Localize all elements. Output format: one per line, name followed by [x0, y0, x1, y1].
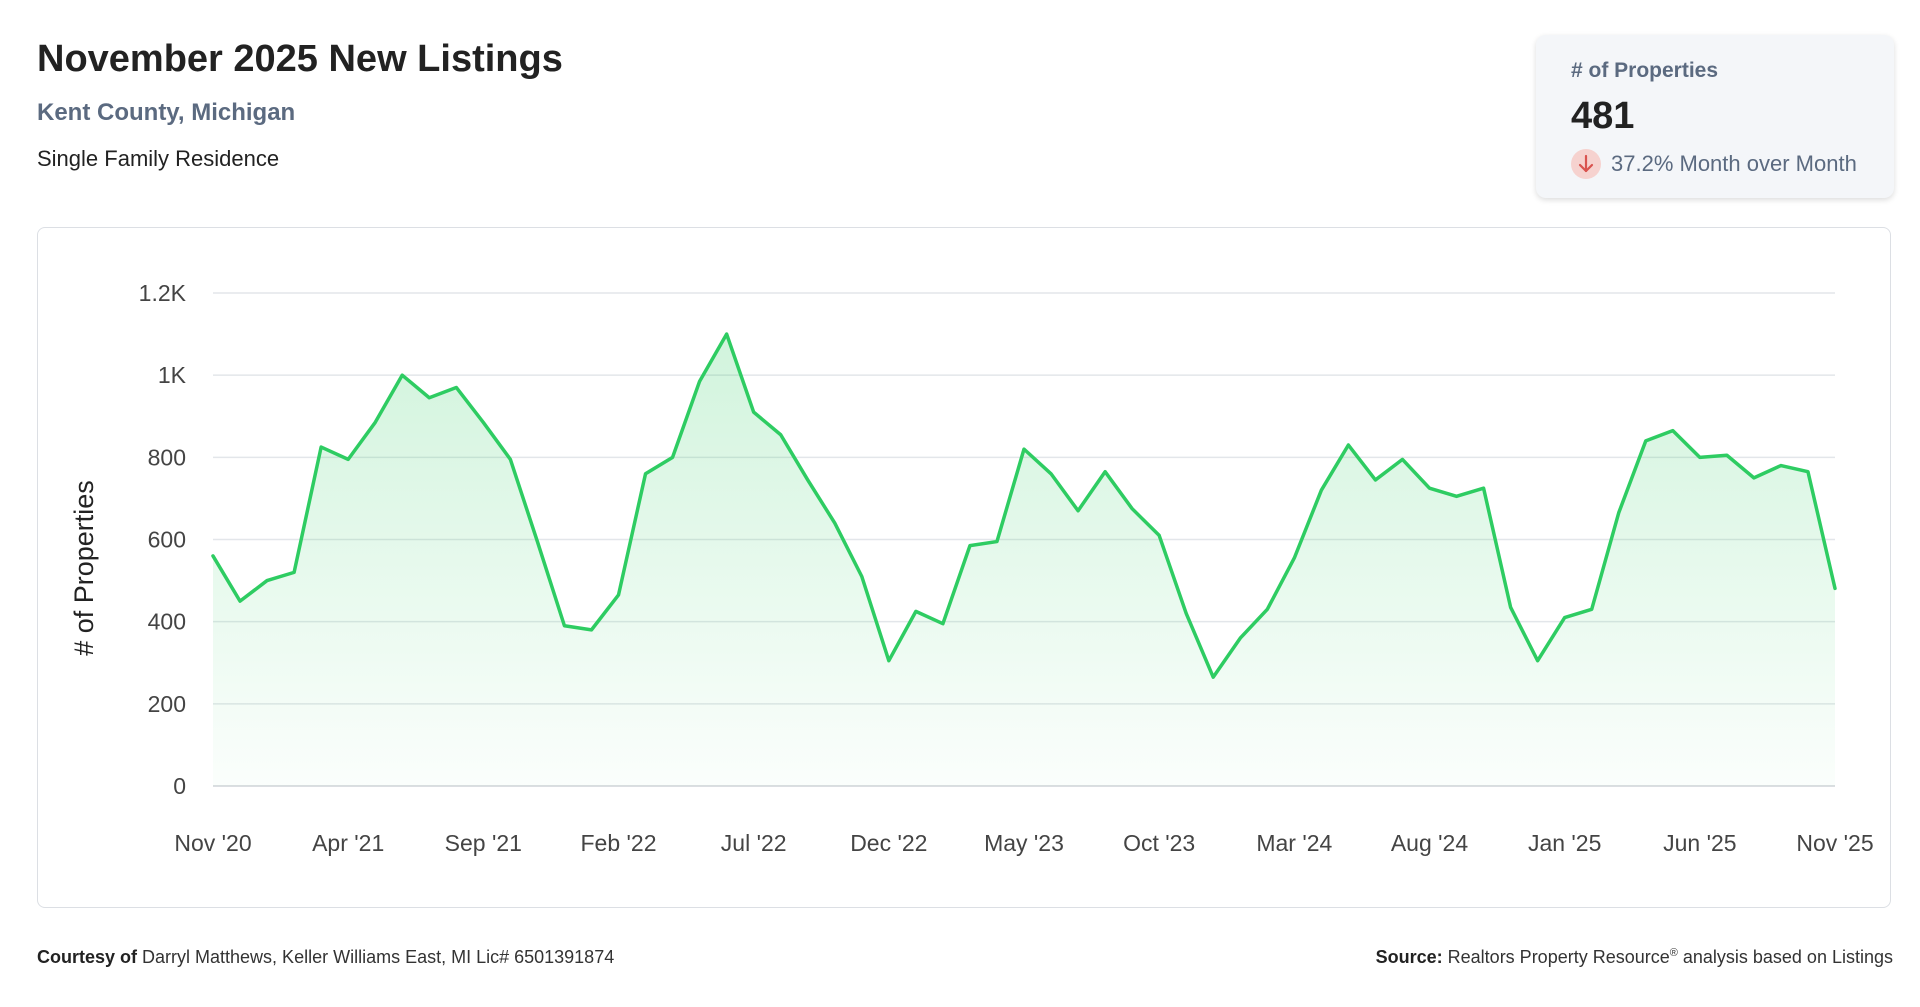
series-area [213, 334, 1835, 786]
x-tick-label: Dec '22 [850, 830, 927, 856]
courtesy-label: Courtesy of [37, 947, 138, 967]
stat-label: # of Properties [1571, 59, 1719, 82]
area-chart: 0 200 400 600 800 1K 1.2K Nov '20 Apr '21 Sep '2… [69, 280, 1874, 856]
stat-value: 481 [1571, 95, 1635, 137]
page-title: November 2025 New Listings [37, 38, 563, 80]
x-tick-label: Apr '21 [312, 830, 384, 856]
y-axis-ticks: 0 200 400 600 800 1K 1.2K [139, 280, 187, 799]
region-subtitle: Kent County, Michigan [37, 99, 296, 126]
stat-change: 37.2% Month over Month [1571, 148, 1857, 180]
y-tick-label: 600 [148, 527, 186, 553]
source-suffix: analysis based on Listings [1677, 947, 1893, 967]
y-tick-label: 1.2K [139, 280, 187, 306]
y-tick-label: 1K [158, 362, 187, 388]
y-tick-label: 0 [173, 773, 186, 799]
source-label: Source: [1375, 947, 1443, 967]
change-text: 37.2% Month over Month [1611, 151, 1857, 176]
x-tick-label: May '23 [984, 830, 1064, 856]
y-tick-label: 800 [148, 444, 186, 470]
y-tick-label: 400 [148, 609, 186, 635]
x-axis-ticks: Nov '20 Apr '21 Sep '21 Feb '22 Jul '22 Dec '… [174, 830, 1873, 856]
y-axis-title: # of Properties [69, 480, 99, 656]
arrow-down-icon [1571, 149, 1601, 179]
x-tick-label: Feb '22 [581, 830, 657, 856]
source-text: Realtors Property Resource [1447, 947, 1670, 967]
property-type-label: Single Family Residence [37, 146, 280, 171]
x-tick-label: Mar '24 [1256, 830, 1332, 856]
footer-courtesy: Courtesy of Darryl Matthews, Keller Will… [37, 947, 614, 968]
series-line [211, 332, 1837, 679]
registered-mark: ® [1669, 947, 1678, 959]
x-tick-label: Sep '21 [445, 830, 522, 856]
y-tick-label: 200 [148, 691, 186, 717]
x-tick-label: Nov '25 [1796, 830, 1873, 856]
chart-panel: 0 200 400 600 800 1K 1.2K Nov '20 Apr '21 Sep '2… [37, 227, 1891, 908]
courtesy-text: Darryl Matthews, Keller Williams East, M… [142, 947, 615, 967]
x-tick-label: Jun '25 [1663, 830, 1736, 856]
x-tick-label: Nov '20 [174, 830, 251, 856]
x-tick-label: Jan '25 [1528, 830, 1601, 856]
footer-source: Source: Realtors Property Resource® anal… [1376, 947, 1893, 968]
x-tick-label: Jul '22 [721, 830, 787, 856]
x-tick-label: Oct '23 [1123, 830, 1195, 856]
x-tick-label: Aug '24 [1391, 830, 1468, 856]
stat-card: # of Properties 481 37.2% Month over Mon… [1536, 35, 1894, 198]
